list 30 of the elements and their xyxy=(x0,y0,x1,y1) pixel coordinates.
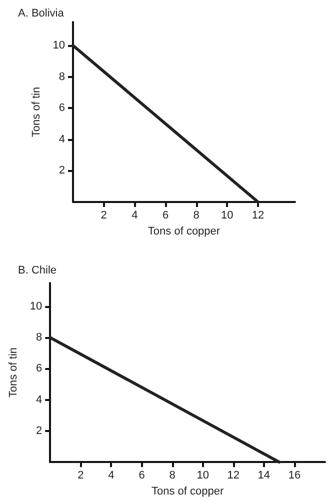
x-tick-label: 16 xyxy=(288,470,301,482)
x-tick-label: 4 xyxy=(132,210,138,222)
x-tick-label: 2 xyxy=(78,470,84,482)
y-tick-label: 2 xyxy=(36,424,42,437)
y-tick-label: 2 xyxy=(58,164,65,177)
y-tick-label: 8 xyxy=(58,70,65,83)
y-tick-label: 4 xyxy=(58,133,65,146)
x-tick-label: 8 xyxy=(169,470,176,482)
x-tick-label: 10 xyxy=(196,470,209,482)
x-tick-label: 12 xyxy=(227,470,240,482)
x-axis-title: Tons of copper xyxy=(151,486,224,498)
chart-title: B. Chile xyxy=(18,264,57,276)
x-tick-label: 10 xyxy=(221,210,234,222)
y-axis-title: Tons of tin xyxy=(8,347,20,398)
x-tick-label: 8 xyxy=(193,210,200,222)
x-tick-label: 6 xyxy=(162,210,169,222)
y-tick-label: 8 xyxy=(36,332,42,344)
y-tick-label: 6 xyxy=(36,362,42,375)
x-tick-label: 14 xyxy=(258,470,270,482)
y-axis-title: Tons of tin xyxy=(30,86,42,138)
x-tick-label: 2 xyxy=(100,210,107,222)
x-tick-label: 6 xyxy=(138,470,145,482)
x-axis-title: Tons of copper xyxy=(148,225,220,238)
chart-title: A. Bolivia xyxy=(18,8,65,20)
y-tick-label: 10 xyxy=(30,300,42,312)
x-tick-label: 4 xyxy=(108,470,114,482)
y-tick-label: 4 xyxy=(36,394,42,406)
x-tick-label: 12 xyxy=(252,210,264,222)
y-tick-label: 10 xyxy=(52,39,65,52)
y-tick-label: 6 xyxy=(58,102,65,114)
